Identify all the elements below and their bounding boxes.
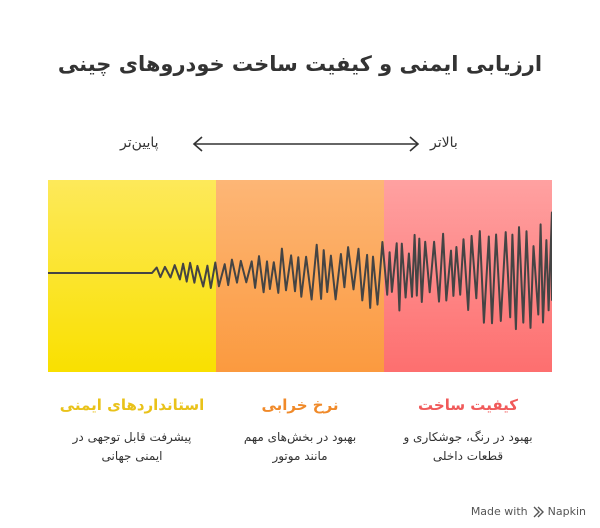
column-safety: استانداردهای ایمنی پیشرفت قابل توجهی در … (48, 396, 216, 466)
column-defects-description: بهبود در بخش‌های مهم مانند موتور (243, 430, 357, 463)
column-quality-description: بهبود در رنگ، جوشکاری و قطعات داخلی (403, 430, 533, 463)
scale-lower-label: پایین‌تر (120, 135, 159, 151)
waveform-line (48, 211, 552, 331)
page-title: ارزیابی ایمنی و کیفیت ساخت خودروهای چینی (57, 52, 543, 76)
column-quality-heading: کیفیت ساخت (418, 396, 518, 414)
column-safety-heading: استانداردهای ایمنی (59, 396, 205, 414)
column-defects: نرخ خرابی بهبود در بخش‌های مهم مانند موت… (216, 396, 384, 466)
column-quality: کیفیت ساخت بهبود در رنگ، جوشکاری و قطعات… (384, 396, 552, 466)
column-defects-heading: نرخ خرابی (261, 396, 339, 414)
scale-higher-label: بالاتر (430, 135, 458, 151)
napkin-logo-icon (533, 506, 544, 517)
column-safety-description: پیشرفت قابل توجهی در ایمنی جهانی (72, 430, 192, 463)
footer-brand: Napkin (547, 505, 586, 518)
double-arrow-icon (192, 136, 420, 152)
footer-made-with: Made with (470, 505, 528, 518)
assessment-bands (48, 180, 552, 372)
footer-credit: Made with Napkin (471, 505, 586, 518)
